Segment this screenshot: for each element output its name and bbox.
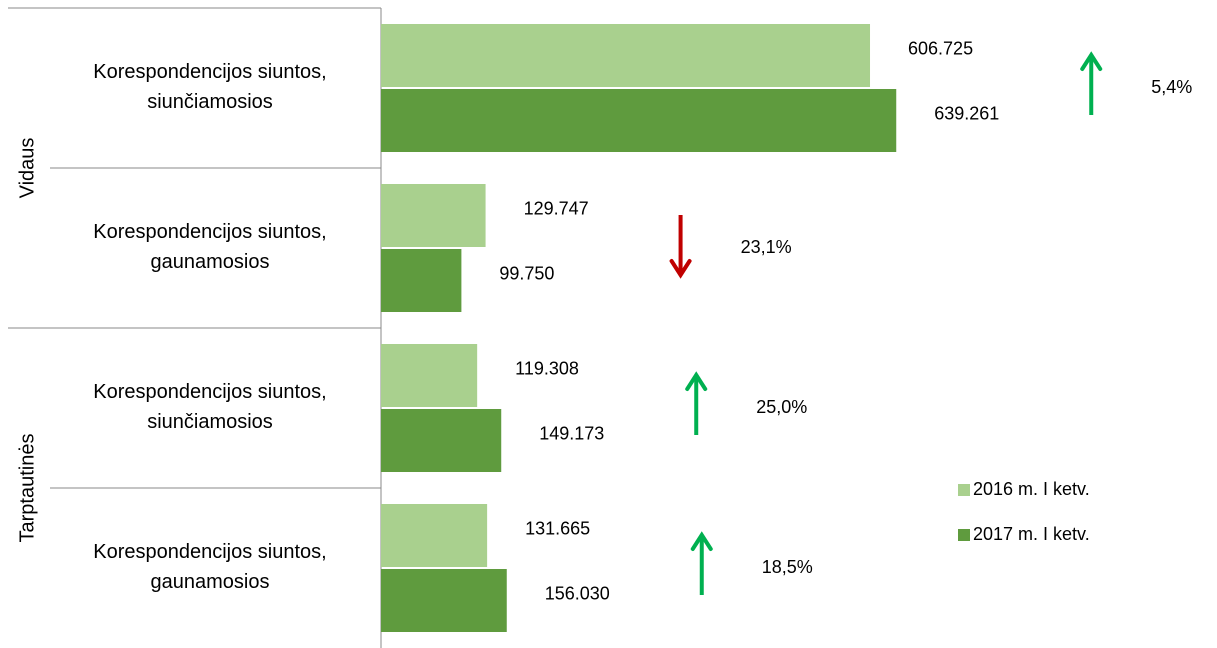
category-label: Korespondencijos siuntos, siunčiamosios (93, 381, 326, 433)
legend-swatch (958, 529, 970, 541)
bar (381, 344, 478, 407)
change-arrowhead (1080, 51, 1103, 71)
category-label-line: gaunamosios (151, 571, 270, 593)
value-label: 149.173 (539, 423, 604, 443)
bar (381, 89, 897, 152)
change-arrowhead (690, 531, 713, 551)
value-label: 156.030 (545, 583, 610, 603)
change-arrowhead (685, 371, 708, 391)
bar (381, 249, 462, 312)
change-label: 5,4% (1151, 77, 1192, 97)
bar (381, 409, 502, 472)
value-label: 131.665 (525, 518, 590, 538)
category-label-line: Korespondencijos siuntos, (93, 61, 326, 83)
category-label-line: Korespondencijos siuntos, (93, 381, 326, 403)
value-label: 129.747 (524, 198, 589, 218)
category-label-line: Korespondencijos siuntos, (93, 541, 326, 563)
group-label: Vidaus (16, 138, 38, 199)
category-label-line: Korespondencijos siuntos, (93, 221, 326, 243)
legend-swatch (958, 484, 970, 496)
bar (381, 184, 486, 247)
change-label: 25,0% (756, 397, 807, 417)
category-label: Korespondencijos siuntos, siunčiamosios (93, 61, 326, 113)
value-label: 606.725 (908, 38, 973, 58)
category-label-line: gaunamosios (151, 251, 270, 273)
category-label-line: siunčiamosios (147, 411, 273, 433)
legend-label: 2016 m. I ketv. (973, 479, 1090, 499)
category-label: Korespondencijos siuntos, gaunamosios (93, 221, 326, 273)
bar (381, 24, 871, 87)
legend-label: 2017 m. I ketv. (973, 524, 1090, 544)
bar (381, 569, 507, 632)
change-label: 23,1% (741, 237, 792, 257)
value-label: 119.308 (515, 358, 579, 378)
value-label: 639.261 (934, 103, 999, 123)
category-label: Korespondencijos siuntos, gaunamosios (93, 541, 326, 593)
change-label: 18,5% (762, 557, 813, 577)
category-label-line: siunčiamosios (147, 91, 273, 113)
group-label: Tarptautinės (16, 434, 38, 543)
change-arrowhead (669, 259, 692, 279)
value-label: 99.750 (499, 263, 554, 283)
bar (381, 504, 488, 567)
